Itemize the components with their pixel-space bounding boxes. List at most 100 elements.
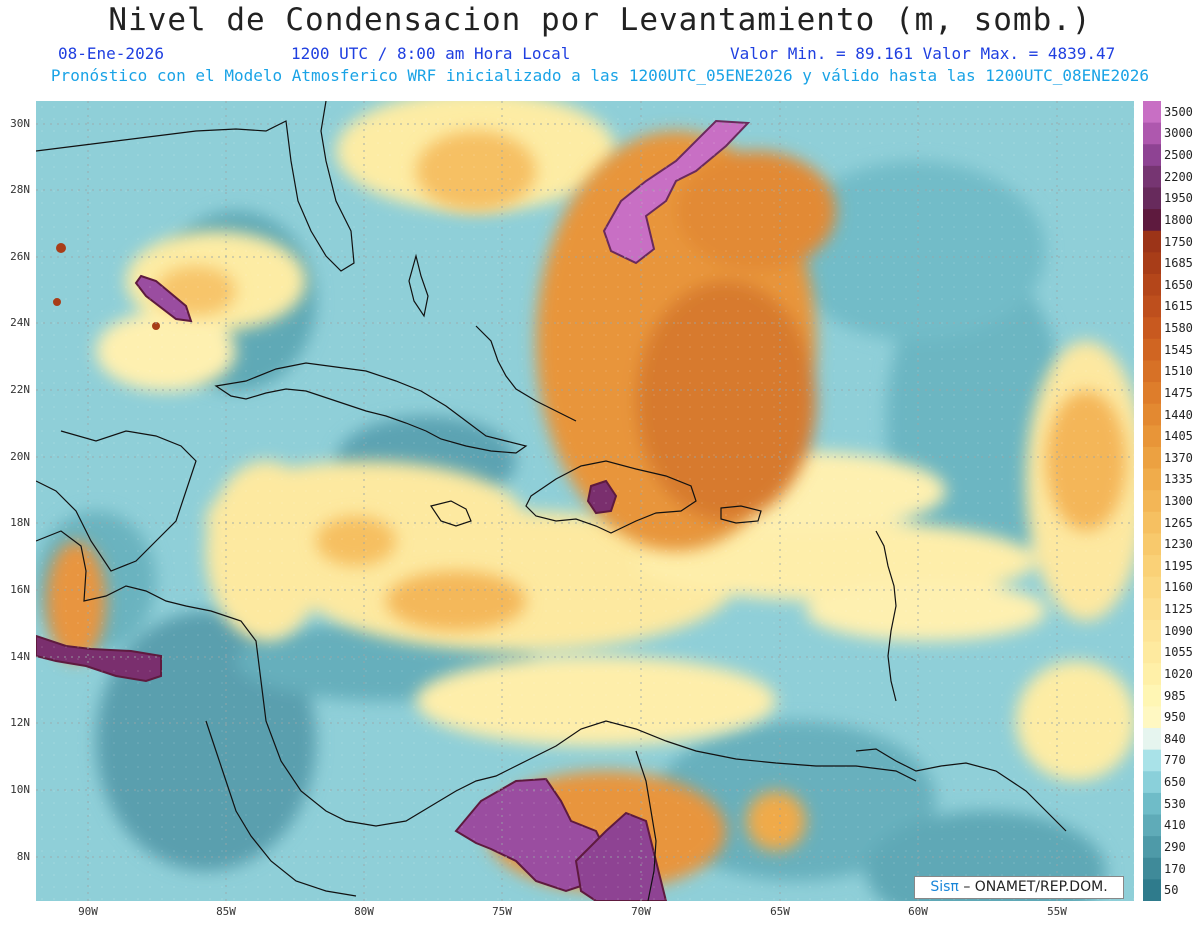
model-description: Pronóstico con el Modelo Atmosferico WRF…: [50, 66, 1150, 85]
colorbar: [1143, 101, 1161, 901]
colorbar-swatch: [1143, 230, 1161, 253]
colorbar-swatch: [1143, 684, 1161, 707]
lon-label: 60W: [908, 905, 928, 918]
colorbar-swatch: [1143, 273, 1161, 297]
colorbar-swatch: [1143, 663, 1161, 686]
colorbar-swatch: [1143, 209, 1161, 232]
colorbar-label: 1750: [1164, 234, 1193, 249]
lon-label: 55W: [1047, 905, 1067, 918]
lat-label: 20N: [10, 450, 30, 463]
colorbar-swatch: [1143, 771, 1161, 794]
colorbar-label: 1440: [1164, 407, 1193, 422]
colorbar-swatch: [1143, 511, 1161, 534]
colorbar-label: 1650: [1164, 277, 1193, 292]
lon-label: 80W: [354, 905, 374, 918]
colorbar-label: 290: [1164, 839, 1186, 854]
colorbar-swatch: [1143, 576, 1161, 599]
colorbar-swatch: [1143, 857, 1161, 880]
colorbar-label: 1370: [1164, 450, 1193, 465]
graticule: [36, 101, 1134, 901]
colorbar-label: 1300: [1164, 494, 1193, 508]
colorbar-swatch: [1143, 425, 1161, 448]
lat-label: 22N: [10, 383, 30, 396]
colorbar-label: 1020: [1164, 666, 1193, 681]
forecast-date: 08-Ene-2026: [58, 44, 164, 63]
colorbar-swatch: [1143, 641, 1161, 664]
colorbar-swatch: [1143, 533, 1161, 556]
colorbar-swatch: [1143, 382, 1161, 405]
colorbar-label: 3000: [1164, 126, 1193, 141]
colorbar-label: 1125: [1164, 602, 1193, 617]
colorbar-label: 1160: [1164, 580, 1193, 595]
sispi-logo-text: Sisπ: [930, 879, 959, 895]
colorbar-swatch: [1143, 446, 1161, 470]
lon-label: 85W: [216, 905, 236, 918]
colorbar-swatch: [1143, 165, 1161, 188]
colorbar-swatch: [1143, 598, 1161, 621]
colorbar-label: 410: [1164, 818, 1186, 833]
colorbar-label: 1335: [1164, 472, 1193, 487]
lat-label: 10N: [10, 783, 30, 796]
lat-label: 12N: [10, 716, 30, 729]
credit-box: Sisπ – ONAMET/REP.DOM.: [914, 876, 1124, 899]
colorbar-swatch: [1143, 814, 1161, 837]
colorbar-label: 2500: [1164, 148, 1193, 163]
colorbar-label: 170: [1164, 861, 1186, 876]
lon-label: 70W: [631, 905, 651, 918]
colorbar-swatch: [1143, 101, 1161, 124]
lat-label: 16N: [10, 583, 30, 596]
colorbar-label: 1545: [1164, 342, 1193, 357]
colorbar-label: 2200: [1164, 169, 1193, 184]
colorbar-label: 840: [1164, 731, 1186, 746]
colorbar-swatch: [1143, 792, 1161, 816]
colorbar-label: 50: [1164, 883, 1179, 898]
colorbar-label: 1265: [1164, 515, 1193, 530]
forecast-time: 1200 UTC / 8:00 am Hora Local: [291, 44, 571, 63]
colorbar-label: 650: [1164, 775, 1186, 790]
colorbar-label: 530: [1164, 796, 1186, 811]
lat-label: 18N: [10, 516, 30, 529]
colorbar-swatch: [1143, 706, 1161, 729]
colorbar-swatch: [1143, 836, 1161, 859]
lat-label: 30N: [10, 117, 30, 130]
lat-label: 26N: [10, 250, 30, 263]
colorbar-swatch: [1143, 403, 1161, 426]
lat-label: 28N: [10, 183, 30, 196]
lon-label: 65W: [770, 905, 790, 918]
colorbar-swatch: [1143, 749, 1161, 772]
colorbar-label: 1615: [1164, 299, 1193, 314]
colorbar-label: 1950: [1164, 191, 1193, 206]
colorbar-label: 1230: [1164, 537, 1193, 552]
lon-label: 90W: [78, 905, 98, 918]
colorbar-label: 1195: [1164, 558, 1193, 573]
colorbar-label: 1475: [1164, 385, 1193, 400]
colorbar-label: 1090: [1164, 623, 1193, 638]
colorbar-label: 3500: [1164, 104, 1193, 119]
colorbar-swatch: [1143, 187, 1161, 210]
colorbar-label: 1685: [1164, 256, 1193, 271]
colorbar-label: 1055: [1164, 645, 1193, 660]
lcl-map: [36, 101, 1134, 901]
colorbar-swatch: [1143, 490, 1161, 513]
colorbar-swatch: [1143, 317, 1161, 340]
colorbar-label: 1800: [1164, 212, 1193, 227]
colorbar-swatch: [1143, 338, 1161, 361]
colorbar-swatch: [1143, 555, 1161, 578]
colorbar-swatch: [1143, 619, 1161, 643]
colorbar-label: 1580: [1164, 321, 1193, 336]
colorbar-label: 950: [1164, 710, 1186, 725]
credit-text: – ONAMET/REP.DOM.: [963, 879, 1108, 895]
colorbar-label: 985: [1164, 688, 1186, 703]
lat-label: 8N: [16, 850, 30, 863]
colorbar-swatch: [1143, 295, 1161, 318]
colorbar-swatch: [1143, 728, 1161, 751]
colorbar-swatch: [1143, 468, 1161, 491]
colorbar-label: 770: [1164, 753, 1186, 768]
coastlines: [36, 101, 1067, 901]
value-range: Valor Min. = 89.161 Valor Max. = 4839.47: [730, 44, 1116, 63]
colorbar-swatch: [1143, 879, 1161, 901]
colorbar-label: 1510: [1164, 364, 1193, 379]
lat-label: 24N: [10, 316, 30, 329]
lat-label: 14N: [10, 650, 30, 663]
map-title: Nivel de Condensacion por Levantamiento …: [108, 2, 1092, 38]
